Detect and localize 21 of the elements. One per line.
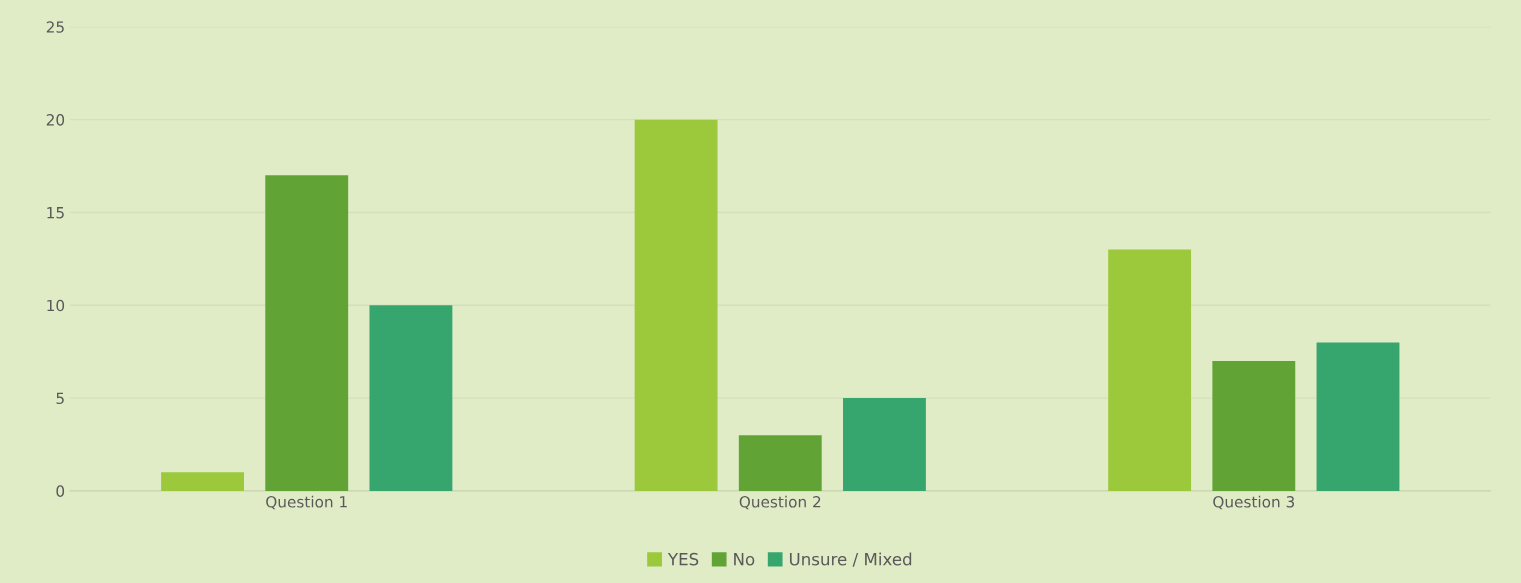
y-tick-label: 20	[46, 114, 65, 126]
x-tick-label: Question 1	[266, 495, 347, 510]
y-tick-label: 10	[47, 299, 65, 312]
y-tick-label: 5	[56, 392, 64, 405]
legend-label: YES	[667, 552, 699, 566]
bar	[843, 398, 926, 491]
bar	[1212, 360, 1296, 491]
bar	[265, 175, 349, 491]
y-tick-label: 15	[47, 207, 64, 219]
legend-label: Unsure / Mixed	[789, 552, 912, 567]
legend-label: No	[734, 553, 755, 566]
x-tick-label: Question 3	[1213, 495, 1295, 510]
bar	[1108, 249, 1192, 491]
bar	[369, 305, 453, 491]
bar	[634, 119, 718, 491]
y-tick-label: 0	[56, 485, 65, 497]
bar	[1316, 342, 1400, 491]
bar	[161, 472, 244, 491]
bar	[738, 435, 822, 491]
x-tick-label: Question 2	[739, 495, 821, 510]
y-tick-label: 25	[46, 21, 64, 33]
